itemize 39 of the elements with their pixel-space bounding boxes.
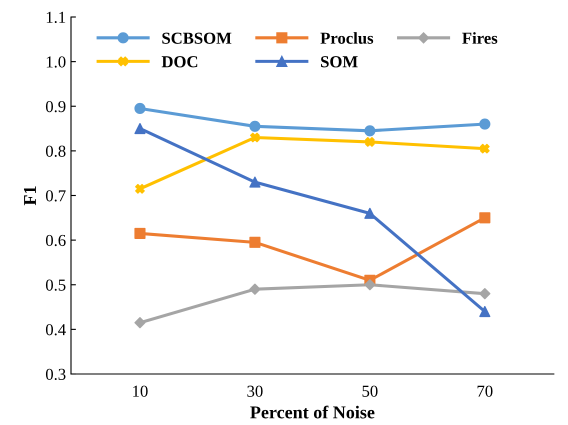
legend-label: Proclus [320,32,374,44]
point [364,279,376,290]
point [134,317,146,328]
point [134,123,146,134]
point [479,118,490,130]
y-tick-label: 0.3 [46,368,66,380]
y-tick-label: 0.8 [46,146,66,157]
point [479,288,490,300]
y-tick-label: 0.5 [46,279,66,291]
point [364,125,376,136]
legend-label: Fires [462,32,498,44]
y-tick-label: 1.0 [46,56,66,68]
point [480,144,490,154]
point [249,120,260,132]
y-tick-label: 0.9 [46,100,66,112]
legend-label: DOC [162,56,198,68]
y-tick-label: 0.6 [46,234,66,246]
legend-label: SOM [321,56,358,68]
point [249,176,260,188]
x-tick-label: 50 [362,386,378,397]
x-tick-label: 70 [478,386,493,397]
y-axis-title: F1 [24,186,36,206]
y-tick-label: 1.1 [46,12,66,24]
legend-label: SCBSOM [162,32,232,44]
y-tick-label: 0.4 [46,324,66,336]
x-tick-label: 30 [247,386,263,397]
point [135,184,145,194]
point [365,137,375,147]
point [249,284,261,295]
point [479,212,490,224]
point [250,132,260,142]
y-tick-label: 0.7 [46,190,66,202]
point [479,306,490,318]
point [134,228,146,239]
point [249,236,260,248]
x-axis-title: Percent of Noise [250,406,374,418]
point [364,208,376,219]
x-tick-label: 10 [133,386,148,397]
point [134,102,146,114]
